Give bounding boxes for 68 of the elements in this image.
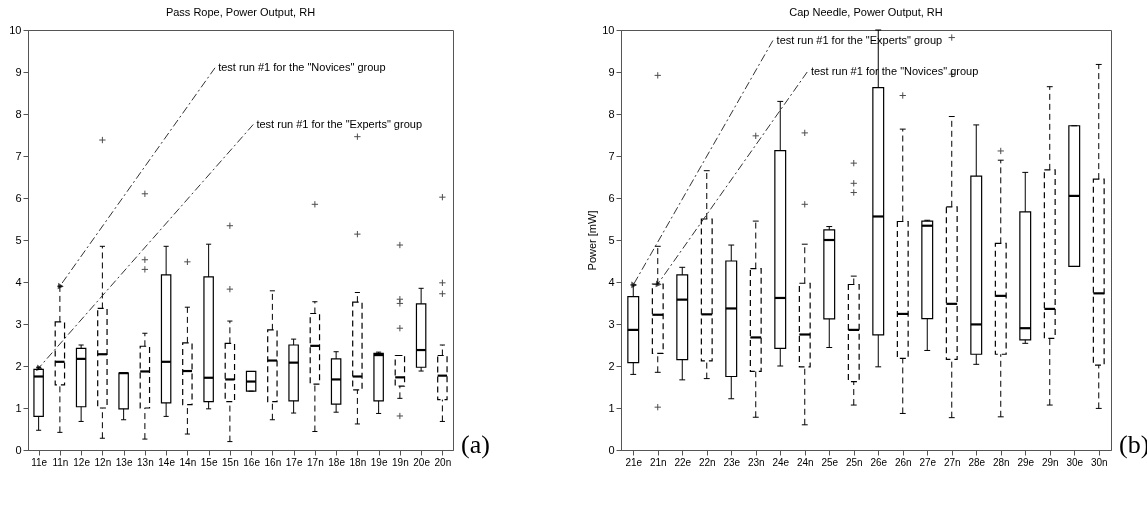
y-tick-label: 7 xyxy=(608,149,615,162)
x-tick-label: 25e xyxy=(821,456,839,468)
y-tick-label: 8 xyxy=(15,107,22,120)
x-tick-label: 13n xyxy=(137,456,154,468)
x-tick-label: 14e xyxy=(158,456,176,468)
x-tick-label: 27n xyxy=(943,456,961,468)
y-tick-label: 1 xyxy=(15,401,22,414)
x-tick-label: 17e xyxy=(285,456,303,468)
y-tick-label: 9 xyxy=(608,65,615,78)
annotation: test run #1 for the "Experts" group xyxy=(256,117,423,130)
y-tick-label: 2 xyxy=(15,359,22,372)
x-tick-label: 20n xyxy=(434,456,452,468)
y-tick-label: 5 xyxy=(15,233,22,246)
x-tick-label: 24e xyxy=(772,456,790,468)
y-tick-label: 6 xyxy=(15,191,22,204)
y-tick-label: 4 xyxy=(15,275,22,288)
x-tick-label: 12e xyxy=(73,456,91,468)
x-tick-label: 13e xyxy=(115,456,133,468)
x-tick-label: 30e xyxy=(1066,456,1084,468)
y-tick-label: 0 xyxy=(608,443,615,456)
x-tick-label: 14n xyxy=(179,456,197,468)
y-tick-label: 7 xyxy=(15,149,22,162)
x-tick-label: 21e xyxy=(625,456,643,468)
x-tick-label: 20e xyxy=(413,456,431,468)
x-tick-label: 24n xyxy=(796,456,814,468)
x-tick-label: 30n xyxy=(1090,456,1108,468)
y-tick-label: 2 xyxy=(608,359,615,372)
y-tick-label: 8 xyxy=(608,107,615,120)
x-tick-label: 29e xyxy=(1017,456,1035,468)
x-tick-label: 22e xyxy=(674,456,692,468)
x-tick-label: 26e xyxy=(870,456,888,468)
x-tick-label: 21n xyxy=(649,456,667,468)
x-tick-label: 23n xyxy=(747,456,765,468)
y-tick-label: 10 xyxy=(9,23,22,36)
x-tick-label: 22n xyxy=(698,456,716,468)
x-tick-label: 23e xyxy=(723,456,741,468)
chart-title: Pass Rope, Power Output, RH xyxy=(165,6,316,18)
y-tick-label: 1 xyxy=(608,401,615,414)
y-tick-label: 4 xyxy=(608,275,615,288)
y-axis-title: Power [mW] xyxy=(586,210,599,271)
x-tick-label: 11n xyxy=(52,456,69,468)
x-tick-label: 18n xyxy=(349,456,367,468)
x-tick-label: 25n xyxy=(845,456,863,468)
y-tick-label: 3 xyxy=(608,317,615,330)
y-tick-label: 9 xyxy=(15,65,22,78)
x-tick-label: 26n xyxy=(894,456,912,468)
y-tick-label: 6 xyxy=(608,191,615,204)
x-tick-label: 16e xyxy=(243,456,261,468)
x-tick-label: 27e xyxy=(919,456,937,468)
y-tick-label: 5 xyxy=(608,233,615,246)
x-tick-label: 28e xyxy=(968,456,986,468)
x-tick-label: 19e xyxy=(370,456,388,468)
x-tick-label: 17n xyxy=(307,456,324,468)
x-tick-label: 18e xyxy=(328,456,346,468)
x-tick-label: 16n xyxy=(264,456,282,468)
x-tick-label: 15e xyxy=(200,456,218,468)
text: (a) xyxy=(461,430,490,459)
x-tick-label: 28n xyxy=(992,456,1010,468)
chart-title: Cap Needle, Power Output, RH xyxy=(789,6,943,18)
x-tick-label: 29n xyxy=(1041,456,1059,468)
annotation: test run #1 for the "Novices" group xyxy=(218,60,386,73)
y-tick-label: 10 xyxy=(602,23,615,36)
x-tick-label: 15n xyxy=(222,456,239,468)
y-tick-label: 3 xyxy=(15,317,22,330)
x-tick-label: 11e xyxy=(31,456,48,468)
y-tick-label: 0 xyxy=(15,443,22,456)
x-tick-label: 12n xyxy=(94,456,112,468)
x-tick-label: 19n xyxy=(392,456,409,468)
